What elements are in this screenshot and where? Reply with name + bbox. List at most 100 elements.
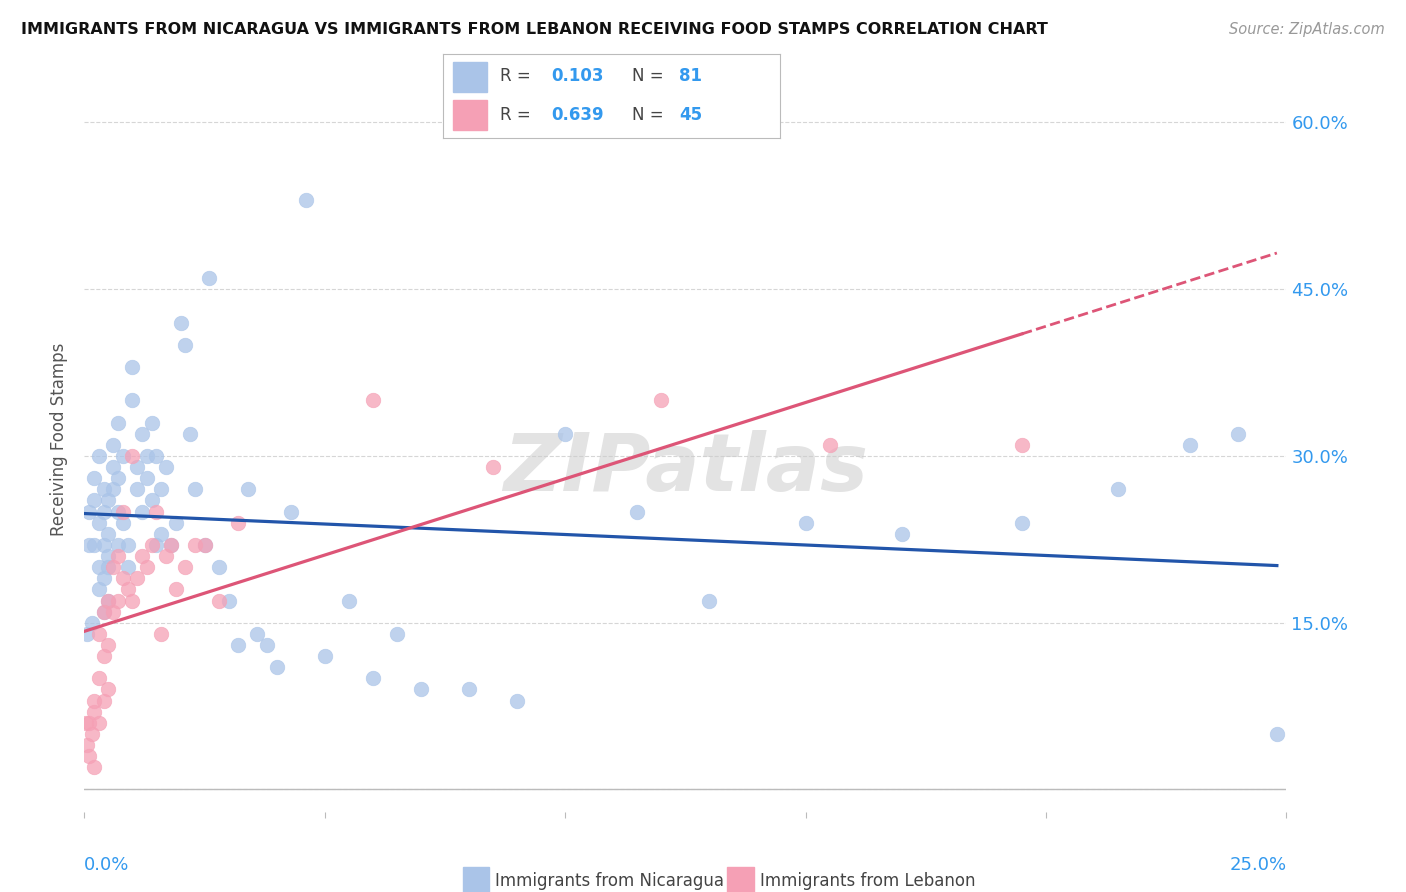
Point: [226, 516, 249, 530]
Point: [150, 483, 173, 497]
Y-axis label: Receiving Food Stamps: Receiving Food Stamps: [51, 343, 69, 536]
Point: [93, 571, 115, 585]
Point: [107, 416, 129, 430]
Point: [127, 460, 149, 475]
Point: [314, 649, 336, 664]
Point: [184, 538, 207, 552]
Point: [194, 538, 217, 552]
Point: [77, 538, 100, 552]
Point: [184, 483, 207, 497]
Point: [1180, 438, 1202, 452]
Point: [97, 682, 120, 697]
Point: [103, 460, 125, 475]
Point: [87, 715, 110, 730]
Text: N =: N =: [631, 105, 669, 123]
Point: [87, 449, 110, 463]
Point: [97, 526, 120, 541]
Point: [135, 449, 157, 463]
Point: [135, 471, 157, 485]
Point: [626, 505, 648, 519]
Point: [194, 538, 217, 552]
Point: [174, 338, 197, 352]
Point: [337, 593, 360, 607]
Point: [409, 682, 432, 697]
Text: 25.0%: 25.0%: [1229, 856, 1286, 874]
Point: [87, 560, 110, 574]
Point: [266, 660, 288, 674]
Point: [141, 538, 163, 552]
Point: [83, 538, 105, 552]
Point: [107, 549, 129, 563]
Text: ZIPatlas: ZIPatlas: [503, 430, 868, 508]
Point: [83, 493, 105, 508]
Point: [107, 538, 129, 552]
Point: [198, 271, 221, 285]
Point: [87, 627, 110, 641]
Point: [103, 560, 125, 574]
Point: [83, 471, 105, 485]
Point: [83, 705, 105, 719]
Point: [107, 593, 129, 607]
Point: [145, 538, 167, 552]
Point: [97, 593, 120, 607]
Point: [121, 393, 143, 408]
Point: [121, 359, 143, 374]
Point: [818, 438, 841, 452]
Point: [80, 727, 103, 741]
Point: [169, 316, 191, 330]
Point: [83, 693, 105, 707]
Point: [650, 393, 672, 408]
Text: N =: N =: [631, 68, 669, 86]
Text: 45: 45: [679, 105, 702, 123]
Bar: [727, 867, 754, 892]
Point: [1011, 516, 1033, 530]
Point: [75, 715, 97, 730]
Point: [246, 627, 269, 641]
Point: [97, 593, 120, 607]
Point: [1265, 727, 1288, 741]
Point: [93, 693, 115, 707]
Point: [226, 638, 249, 652]
Point: [97, 638, 120, 652]
Point: [1107, 483, 1129, 497]
Point: [155, 460, 177, 475]
Point: [131, 426, 153, 441]
Point: [361, 393, 384, 408]
Text: R =: R =: [501, 105, 536, 123]
Point: [208, 560, 231, 574]
Text: Immigrants from Nicaragua: Immigrants from Nicaragua: [495, 872, 724, 890]
Point: [93, 483, 115, 497]
Point: [131, 549, 153, 563]
Point: [103, 438, 125, 452]
Point: [111, 449, 134, 463]
Text: 0.103: 0.103: [551, 68, 603, 86]
Point: [111, 571, 134, 585]
Point: [111, 505, 134, 519]
Point: [76, 738, 98, 752]
Point: [145, 449, 167, 463]
Point: [794, 516, 817, 530]
Point: [87, 582, 110, 597]
Point: [506, 693, 529, 707]
Point: [87, 671, 110, 685]
Text: 81: 81: [679, 68, 702, 86]
Bar: [453, 62, 486, 92]
Point: [93, 649, 115, 664]
Point: [141, 493, 163, 508]
Point: [76, 627, 98, 641]
Text: IMMIGRANTS FROM NICARAGUA VS IMMIGRANTS FROM LEBANON RECEIVING FOOD STAMPS CORRE: IMMIGRANTS FROM NICARAGUA VS IMMIGRANTS …: [21, 22, 1047, 37]
Point: [77, 715, 100, 730]
Point: [107, 471, 129, 485]
Point: [97, 560, 120, 574]
Point: [385, 627, 408, 641]
Point: [160, 538, 183, 552]
Point: [111, 516, 134, 530]
Point: [103, 483, 125, 497]
Text: 0.639: 0.639: [551, 105, 603, 123]
Point: [1011, 438, 1033, 452]
Point: [141, 416, 163, 430]
Point: [121, 449, 143, 463]
Point: [218, 593, 240, 607]
Point: [77, 749, 100, 764]
Point: [121, 593, 143, 607]
